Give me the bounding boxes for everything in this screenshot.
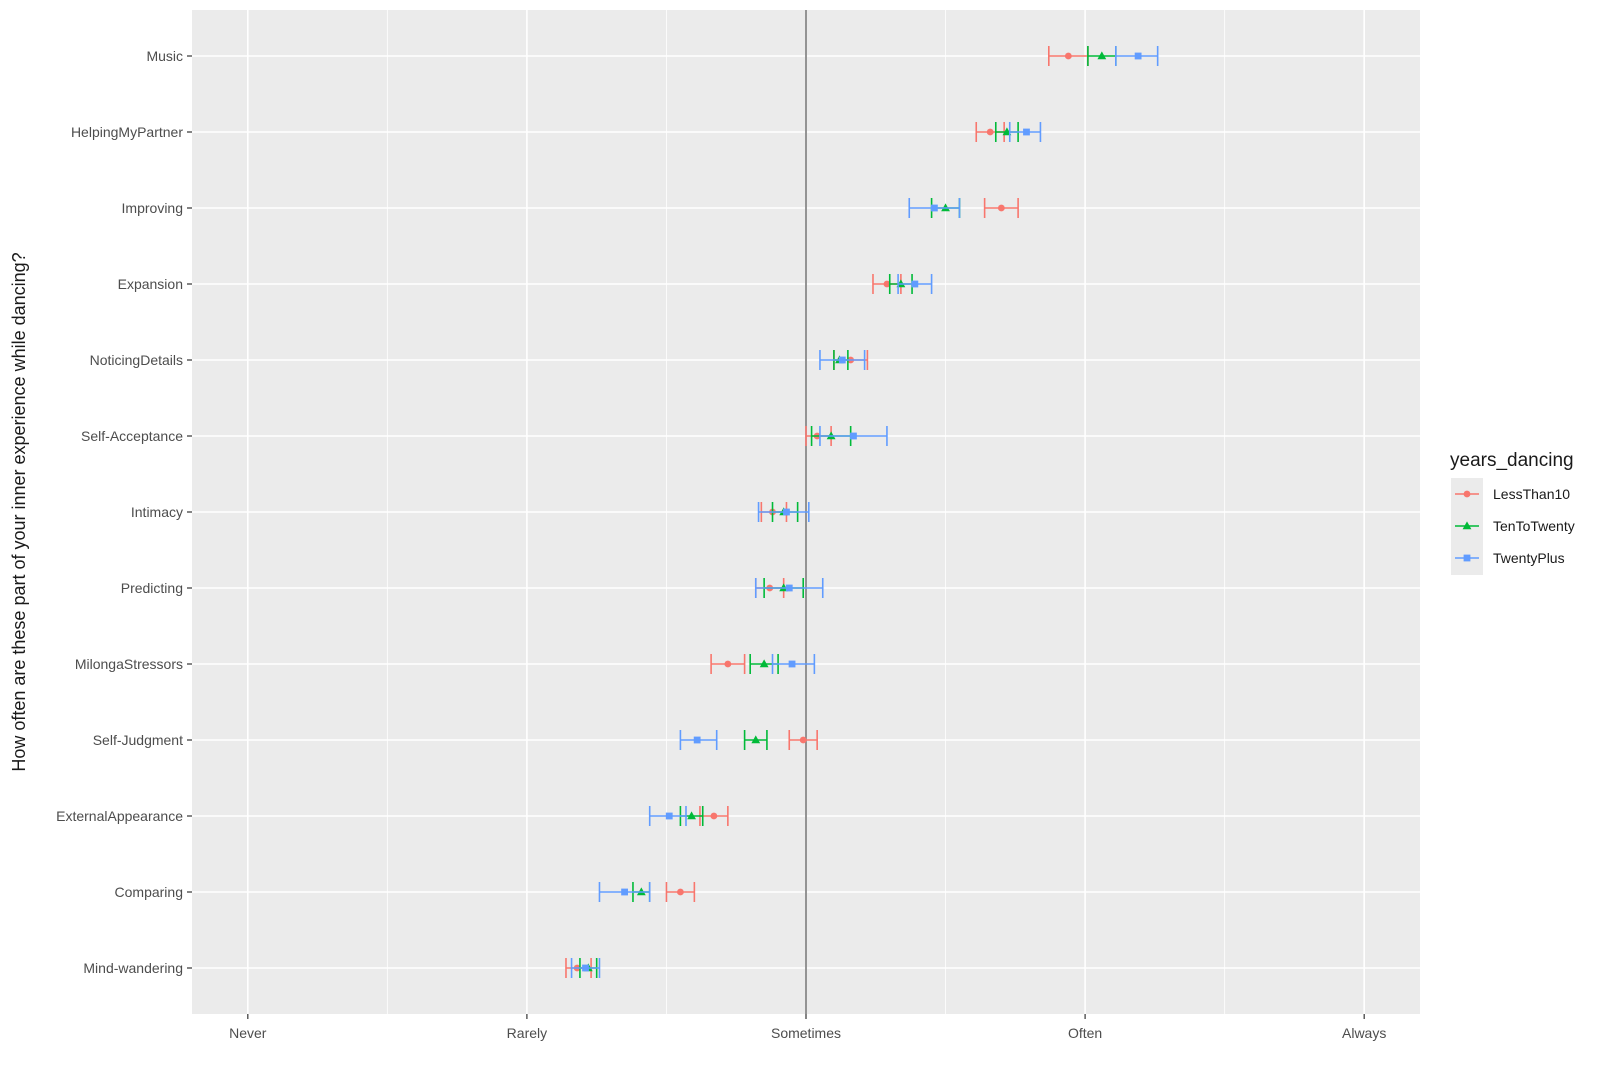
mean-point xyxy=(759,659,769,668)
y-tick-label: Comparing xyxy=(115,884,183,900)
y-tick-label: Self-Acceptance xyxy=(81,428,183,444)
legend-label: TenToTwenty xyxy=(1493,518,1575,534)
mean-point xyxy=(621,888,628,896)
y-tick-label: HelpingMyPartner xyxy=(71,124,183,140)
mean-point xyxy=(693,736,701,744)
y-tick-label: Predicting xyxy=(121,580,183,596)
series-TwentyPlus xyxy=(570,46,1159,978)
legend-items: LessThan10 TenToTwenty TwentyPlus xyxy=(1455,486,1575,566)
x-tick-label: Never xyxy=(229,1025,267,1041)
legend-item-TenToTwenty: TenToTwenty xyxy=(1455,518,1575,534)
y-tick-label: Self-Judgment xyxy=(93,732,183,748)
y-tick-label: Improving xyxy=(122,200,183,216)
legend-title: years_dancing xyxy=(1450,450,1574,471)
y-axis-title: How often are these part of your inner e… xyxy=(9,252,29,771)
mean-point xyxy=(997,204,1005,212)
mean-point xyxy=(911,280,919,288)
mean-point xyxy=(751,735,761,744)
mean-point xyxy=(710,812,718,820)
y-tick-label: ExternalAppearance xyxy=(56,808,183,824)
mean-point xyxy=(783,508,790,516)
mean-point xyxy=(1097,51,1107,60)
x-tick-label: Always xyxy=(1342,1025,1386,1041)
legend: years_dancing LessThan10 TenToTwenty Twent… xyxy=(1450,450,1575,575)
mean-point xyxy=(665,812,673,820)
series-layer xyxy=(565,46,1159,978)
legend-label: LessThan10 xyxy=(1493,486,1570,502)
mean-point xyxy=(799,736,807,744)
x-axis-ticks: Never Rarely Sometimes Often Always xyxy=(229,1014,1386,1041)
mean-point xyxy=(1023,128,1030,136)
mean-point xyxy=(930,204,938,212)
mean-point xyxy=(582,964,589,972)
legend-key-marker xyxy=(1463,490,1471,498)
mean-point xyxy=(687,811,696,820)
x-tick-label: Often xyxy=(1068,1025,1102,1041)
y-axis-ticks: Music HelpingMyPartner Improving Expansion N… xyxy=(56,48,192,976)
y-tick-label: NoticingDetails xyxy=(90,352,183,368)
legend-label: TwentyPlus xyxy=(1493,550,1565,566)
mean-point xyxy=(883,280,891,288)
legend-item-LessThan10: LessThan10 xyxy=(1455,486,1570,502)
y-tick-label: Mind-wandering xyxy=(83,960,183,976)
y-tick-label: Music xyxy=(146,48,183,64)
mean-point xyxy=(788,660,796,668)
mean-point xyxy=(677,888,684,896)
x-tick-label: Rarely xyxy=(507,1025,547,1041)
mean-point xyxy=(986,128,994,136)
legend-item-TwentyPlus: TwentyPlus xyxy=(1455,550,1565,566)
y-tick-label: Intimacy xyxy=(131,504,183,520)
y-tick-label: Expansion xyxy=(118,276,183,292)
mean-point xyxy=(850,432,857,440)
legend-key-marker xyxy=(1462,521,1472,530)
x-tick-label: Sometimes xyxy=(771,1025,841,1041)
mean-point xyxy=(785,584,793,592)
mean-point xyxy=(1134,52,1142,60)
mean-point xyxy=(838,356,846,364)
legend-key-marker xyxy=(1463,554,1471,562)
mean-point xyxy=(724,660,732,668)
y-tick-label: MilongaStressors xyxy=(75,656,183,672)
mean-point xyxy=(1064,52,1072,60)
